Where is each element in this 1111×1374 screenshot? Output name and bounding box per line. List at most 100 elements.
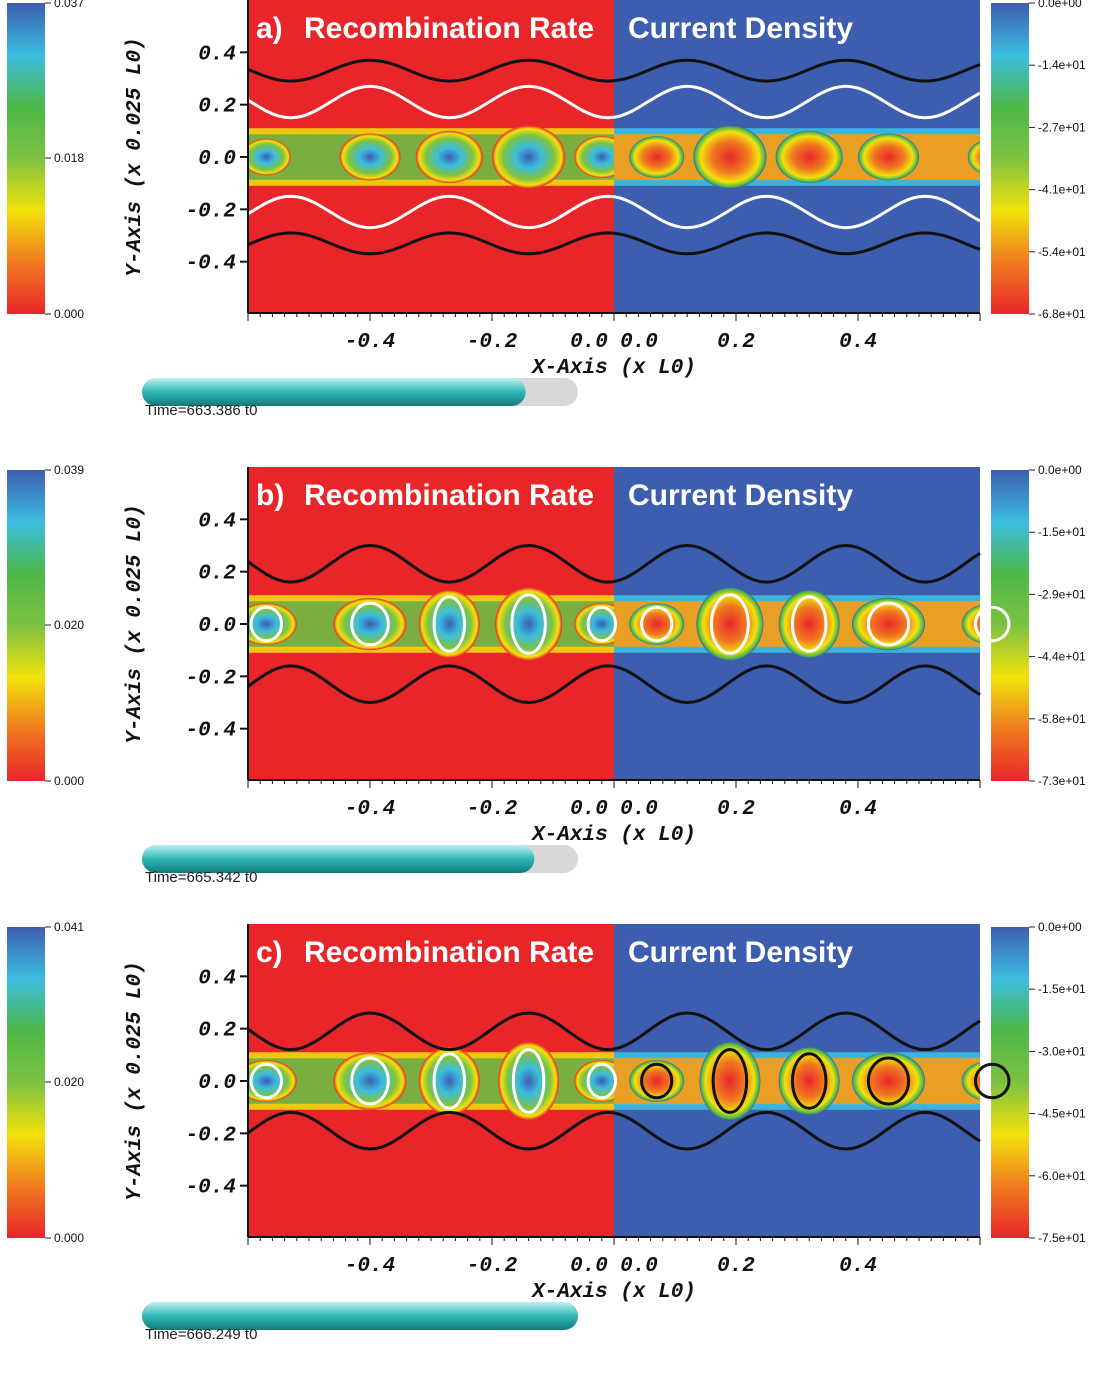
contour-bead-white — [350, 601, 390, 647]
left-colorbar — [7, 927, 45, 1238]
contour-bead-white — [350, 1056, 390, 1106]
panel-c: 0.041 0.020 0.000 0.0e+00 -1.5e+01 -3.0e+01 -4… — [0, 920, 1111, 1374]
panel-a: 0.037 0.018 0.000 0.0e+00 -1.4e+01 -2.7e+01 -4… — [0, 0, 1111, 450]
contour-bead-white — [511, 1048, 546, 1114]
contour-bead — [709, 593, 750, 655]
left-colorbar-max: 0.041 — [54, 920, 84, 934]
x-tick-label: -0.2 — [467, 798, 518, 821]
contour-bead-white — [586, 1062, 618, 1100]
panel-label: c) — [256, 936, 283, 969]
contour-outer-bottom — [247, 1110, 981, 1151]
contour-bead — [973, 605, 1011, 643]
y-tick-label: 0.2 — [198, 1020, 236, 1043]
y-tick-label: 0.4 — [198, 43, 236, 66]
time-label: Time=663.386 t0 — [145, 402, 258, 419]
panel-label: b) — [256, 479, 284, 512]
x-tick-label: 0.0 — [570, 331, 608, 354]
right-colorbar-tick: -5.8e+01 — [1038, 712, 1086, 726]
contour-outer-top — [247, 543, 981, 584]
x-tick-label: -0.2 — [467, 331, 518, 354]
contour-bead-white — [510, 593, 547, 655]
x-tick-label: -0.4 — [345, 331, 395, 354]
contour-bead — [640, 605, 674, 643]
right-title: Current Density — [628, 936, 853, 969]
contour-outer-bottom — [247, 231, 981, 256]
x-axis-label: X-Axis (x L0) — [530, 1281, 696, 1304]
right-colorbar-tick: 0.0e+00 — [1038, 0, 1082, 10]
x-tick-label: 0.4 — [839, 798, 877, 821]
contour-bead — [790, 1052, 828, 1110]
x-tick-label: 0.0 — [570, 1255, 608, 1278]
y-tick-label: -0.4 — [186, 253, 236, 276]
right-colorbar-tick: -5.4e+01 — [1038, 245, 1086, 259]
y-tick-label: 0.0 — [198, 148, 236, 171]
contour-bead-white — [249, 605, 284, 643]
contour-bead — [711, 1048, 749, 1114]
progress-fill — [142, 378, 526, 406]
x-tick-label: 0.4 — [839, 331, 877, 354]
right-title: Current Density — [628, 12, 853, 45]
y-tick-label: 0.0 — [198, 615, 236, 638]
x-axis-label: X-Axis (x L0) — [530, 824, 696, 847]
time-label: Time=665.342 t0 — [145, 869, 258, 886]
y-axis-label: Y-Axis (x 0.025 L0) — [124, 37, 147, 276]
contour-outer-top — [247, 58, 981, 83]
contour-bead — [866, 1056, 911, 1106]
left-colorbar-max: 0.037 — [54, 0, 84, 10]
x-tick-label: 0.2 — [717, 798, 755, 821]
x-tick-label: -0.4 — [345, 798, 395, 821]
left-colorbar — [7, 470, 45, 781]
x-axis-label: X-Axis (x L0) — [530, 357, 696, 380]
right-colorbar-tick: 0.0e+00 — [1038, 920, 1082, 934]
y-tick-label: 0.0 — [198, 1072, 236, 1095]
x-tick-label: 0.0 — [570, 798, 608, 821]
left-colorbar-mid: 0.018 — [54, 151, 84, 165]
left-colorbar-mid: 0.020 — [54, 1075, 84, 1089]
right-colorbar — [991, 3, 1029, 314]
x-tick-label: 0.0 — [620, 798, 658, 821]
contour-bead-white — [432, 595, 467, 653]
right-colorbar-tick: -1.5e+01 — [1038, 982, 1086, 996]
panel-plot-svg: 0.041 0.020 0.000 0.0e+00 -1.5e+01 -3.0e+01 -4… — [7, 920, 1086, 1330]
y-axis-label: Y-Axis (x 0.025 L0) — [124, 504, 147, 743]
panel-label: a) — [256, 12, 283, 45]
time-label: Time=666.249 t0 — [145, 1326, 258, 1343]
right-colorbar-tick: 0.0e+00 — [1038, 463, 1082, 477]
contour-inner-top — [247, 84, 981, 120]
y-tick-label: -0.4 — [186, 1177, 236, 1200]
y-tick-label: 0.4 — [198, 967, 236, 990]
left-title: Recombination Rate — [304, 936, 594, 969]
x-tick-label: -0.4 — [345, 1255, 395, 1278]
contour-bead-white — [586, 605, 618, 643]
contour-inner-bottom — [247, 194, 981, 230]
contour-bead — [640, 1062, 674, 1100]
y-tick-label: -0.4 — [186, 720, 236, 743]
y-tick-label: 0.2 — [198, 96, 236, 119]
y-axis-label: Y-Axis (x 0.025 L0) — [124, 961, 147, 1200]
right-colorbar-tick: -1.5e+01 — [1038, 525, 1086, 539]
panel-plot-svg: 0.037 0.018 0.000 0.0e+00 -1.4e+01 -2.7e+01 -4… — [7, 0, 1086, 406]
progress-fill — [142, 1302, 578, 1330]
right-colorbar-tick: -2.9e+01 — [1038, 587, 1086, 601]
right-colorbar-tick: -6.8e+01 — [1038, 307, 1086, 321]
contour-outer-bottom — [247, 664, 981, 705]
y-tick-label: -0.2 — [186, 667, 237, 690]
right-colorbar-tick: -2.7e+01 — [1038, 120, 1086, 134]
x-tick-label: -0.2 — [467, 1255, 518, 1278]
y-tick-label: 0.4 — [198, 510, 236, 533]
left-colorbar-min: 0.000 — [54, 1231, 84, 1245]
left-colorbar-max: 0.039 — [54, 463, 84, 477]
y-tick-label: -0.2 — [186, 1124, 237, 1147]
left-colorbar-min: 0.000 — [54, 307, 84, 321]
contour-bead-white — [432, 1052, 467, 1110]
right-colorbar-tick: -1.4e+01 — [1038, 58, 1086, 72]
progress-fill — [142, 845, 535, 873]
x-tick-label: 0.2 — [717, 1255, 755, 1278]
right-colorbar-tick: -4.1e+01 — [1038, 183, 1086, 197]
contour-bead — [973, 1062, 1011, 1100]
contour-outer-top — [247, 1011, 981, 1052]
y-tick-label: -0.2 — [186, 200, 237, 223]
y-tick-label: 0.2 — [198, 563, 236, 586]
panel-plot-svg: 0.039 0.020 0.000 0.0e+00 -1.5e+01 -2.9e+01 -4… — [7, 463, 1086, 873]
right-colorbar-tick: -7.5e+01 — [1038, 1231, 1086, 1245]
